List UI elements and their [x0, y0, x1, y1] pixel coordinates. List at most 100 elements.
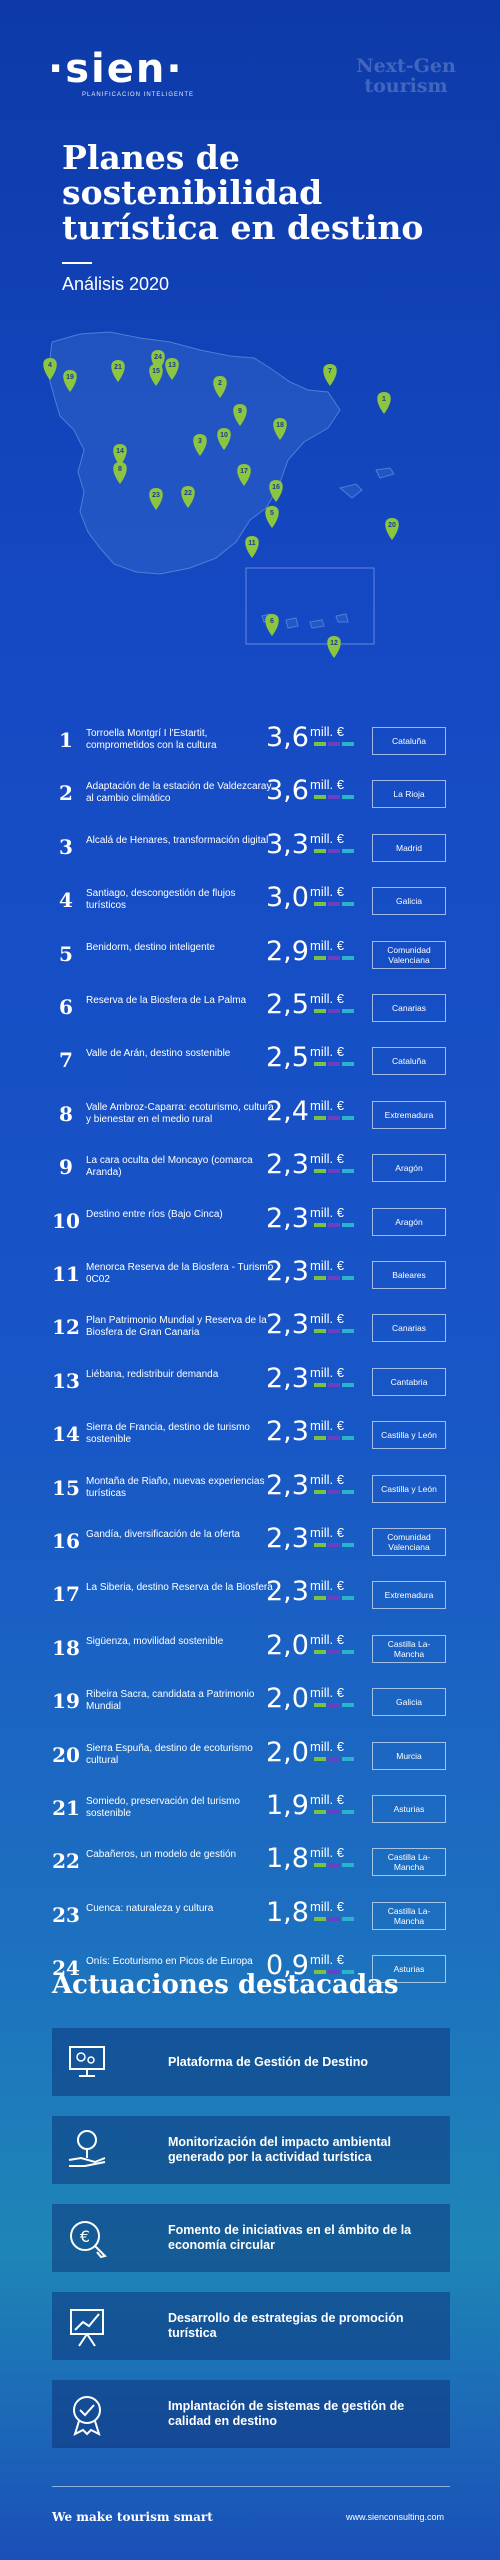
amount-color-bars [314, 848, 354, 853]
action-card: Monitorización del impacto ambiental gen… [52, 2116, 450, 2184]
plan-name: Montaña de Riaño, nuevas experiencias tu… [86, 1475, 265, 1499]
map-pin-number: 6 [270, 618, 274, 625]
amount-color-bars [314, 1062, 354, 1067]
plan-row: 18 Sigüenza, movilidad sostenible 2,0 mill.… [52, 1628, 452, 1678]
plan-name: Adaptación de la estación de Valdezcaray… [86, 781, 272, 805]
plan-number: 14 [52, 1422, 80, 1447]
plan-row: 4 Santiago, descongestión de flujos turís… [52, 880, 452, 930]
plan-number: 20 [52, 1742, 80, 1767]
plan-name: Benidorm, destino inteligente [86, 941, 215, 953]
plan-unit: mill. € [310, 1044, 344, 1060]
plan-row: 20 Sierra Espuña, destino de ecoturismo c… [52, 1735, 452, 1785]
plan-name: La Siberia, destino Reserva de la Biosfe… [86, 1582, 273, 1594]
action-label: Fomento de iniciativas en el ámbito de l… [168, 2223, 412, 2252]
plan-number: 21 [52, 1796, 80, 1820]
hand-tree-icon [52, 2116, 122, 2184]
region-badge: Cataluña [372, 727, 446, 755]
region-badge: Cataluña [372, 1047, 446, 1076]
plan-unit: mill. € [310, 1097, 344, 1113]
plan-name: Alcalá de Henares, transformación digita… [86, 834, 269, 846]
canary-inset [245, 567, 375, 645]
title-divider [62, 262, 92, 264]
plan-name: Torroella Montgrí I l'Estartit, comprome… [86, 728, 217, 751]
plan-unit: mill. € [310, 1204, 344, 1220]
plan-name: Ribeira Sacra, candidata a Patrimonio Mu… [86, 1689, 255, 1713]
action-card: Desarrollo de estrategias de promoción t… [52, 2292, 450, 2360]
plan-number: 12 [52, 1315, 80, 1340]
map-pin-number: 1 [382, 396, 386, 403]
region-badge: Asturias [372, 1795, 446, 1823]
amount-color-bars [314, 902, 354, 907]
action-card: € Fomento de iniciativas en el ámbito de … [52, 2204, 450, 2272]
peninsula-shape [47, 331, 341, 575]
plan-number: 11 [52, 1262, 80, 1286]
plan-unit: mill. € [310, 1471, 344, 1487]
amount-color-bars [314, 1329, 354, 1334]
plan-unit: mill. € [310, 1898, 344, 1914]
map-pin: 20 [385, 518, 399, 540]
map-pin: 3 [193, 434, 207, 456]
plan-unit: mill. € [310, 1364, 344, 1380]
plan-name: Somiedo, preservación del turismo sosten… [86, 1796, 240, 1819]
map-pin: 21 [111, 360, 125, 382]
action-label: Monitorización del impacto ambiental gen… [168, 2135, 391, 2164]
map-pin: 1 [377, 392, 391, 414]
plan-number: 16 [52, 1529, 80, 1553]
plan-number: 22 [52, 1849, 80, 1874]
plan-number: 19 [52, 1689, 80, 1714]
map-pin: 10 [217, 428, 231, 450]
map-pin-number: 21 [114, 364, 122, 371]
map-pin-number: 16 [272, 484, 280, 491]
plan-name: Gandía, diversificación de la oferta [86, 1529, 240, 1540]
spain-map: 4 19 21 24 15 13 2 7 9 1 18 10 14 8 3 22 23 17 16 5 11 20 6 12 [43, 331, 399, 658]
action-card: Implantación de sistemas de gestión de c… [52, 2380, 450, 2448]
amount-color-bars [314, 1916, 354, 1921]
plan-amount: 2,4 [266, 1095, 309, 1127]
plan-unit: mill. € [310, 1685, 344, 1701]
footer-website[interactable]: www.sienconsulting.com [346, 2512, 445, 2522]
map-pin: 19 [63, 370, 77, 392]
plan-amount: 3,3 [266, 828, 309, 860]
page-title: Planes de sostenibilidad turística en de… [62, 138, 424, 247]
plan-unit: mill. € [310, 1845, 344, 1861]
region-badge: Madrid [372, 833, 446, 862]
plan-unit: mill. € [310, 724, 344, 739]
plan-row: 7 Valle de Arán, destino sostenible 2,5 mil… [52, 1040, 452, 1090]
logo-tagline: PLANIFICACIÓN INTELIGENTE [82, 92, 195, 98]
map-pin-number: 20 [388, 522, 396, 529]
plan-row: 1 Torroella Montgrí I l'Estartit, comprom… [52, 720, 452, 770]
amount-color-bars [314, 1009, 354, 1013]
plan-number: 8 [59, 1101, 73, 1126]
amount-color-bars [314, 1649, 354, 1654]
map-pin-number: 24 [154, 354, 162, 361]
map-pin-number: 9 [238, 408, 242, 415]
plan-amount: 2,0 [266, 1736, 309, 1768]
plan-row: 21 Somiedo, preservación del turismo sost… [52, 1788, 452, 1838]
plan-number: 24 [52, 1956, 80, 1981]
region-badge: Extremadura [372, 1100, 446, 1129]
action-label: Implantación de sistemas de gestión de c… [168, 2399, 405, 2428]
plan-row: 22 Cabañeros, un modelo de gestión 1,8 mill… [52, 1841, 452, 1891]
amount-color-bars [314, 1489, 354, 1494]
footer-divider [52, 2486, 450, 2487]
watermark-line1: Next-Gen [356, 55, 456, 77]
plan-row: 5 Benidorm, destino inteligente 2,9 mill. €… [52, 934, 452, 984]
plan-name: Onís: Ecoturismo en Picos de Europa [86, 1956, 253, 1968]
region-badge: Castilla y León [372, 1474, 446, 1503]
map-pin: 15 [149, 364, 163, 386]
amount-color-bars [314, 1276, 354, 1280]
region-badge: Castilla La-Mancha [372, 1848, 446, 1877]
plan-number: 13 [52, 1368, 80, 1393]
amount-color-bars [314, 1703, 354, 1708]
plan-amount: 2,3 [266, 1469, 309, 1501]
plan-amount: 2,5 [266, 1042, 309, 1074]
plan-amount: 2,0 [266, 1683, 309, 1715]
amount-color-bars [314, 1222, 354, 1227]
plan-amount: 3,0 [266, 882, 309, 914]
map-pins-group: 4 19 21 24 15 13 2 7 9 1 18 10 14 8 3 22 23 17 16 5 11 20 6 12 [43, 350, 399, 658]
map-pin-number: 15 [152, 368, 160, 375]
plan-row: 6 Reserva de la Biosfera de La Palma 2,5 mi… [52, 987, 452, 1037]
map-pin: 16 [269, 480, 283, 502]
plan-row: 9 La cara oculta del Moncayo (comarca Ara… [52, 1147, 452, 1197]
footer-slogan: We make tourism smart [52, 2510, 213, 2524]
